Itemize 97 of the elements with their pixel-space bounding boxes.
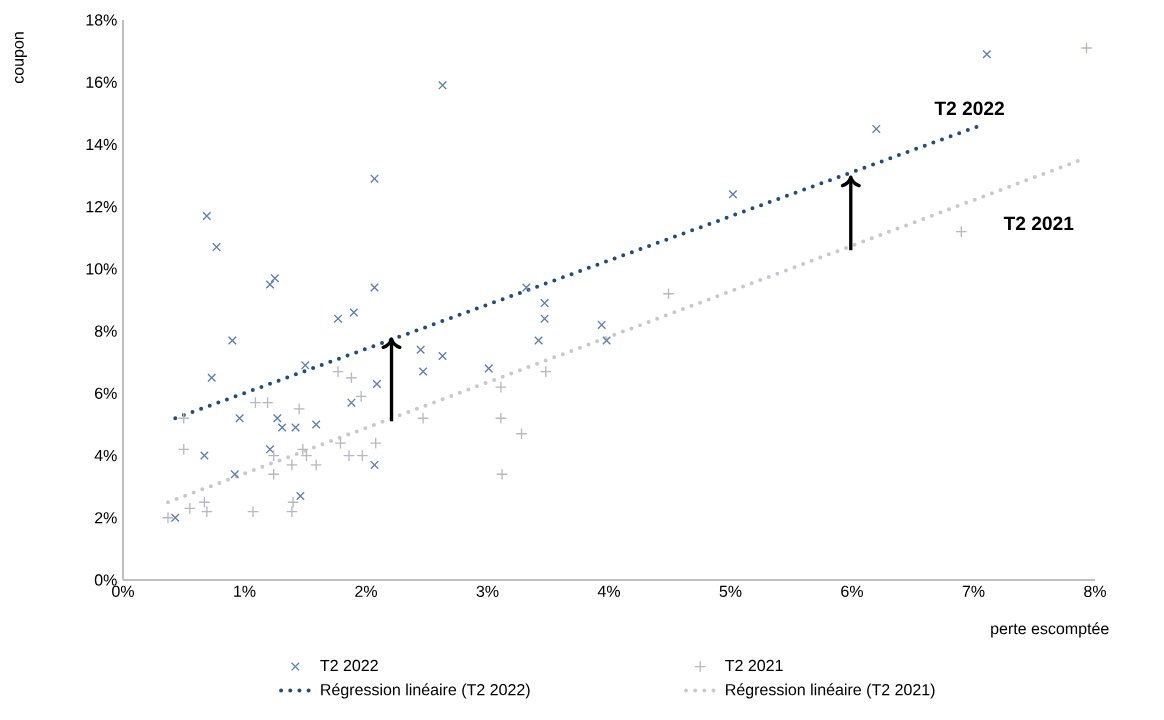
y-tick-label: 14% (86, 138, 117, 151)
legend-label: T2 2021 (725, 659, 783, 672)
point (249, 396, 262, 409)
point (291, 423, 300, 432)
point (212, 242, 221, 252)
point (177, 443, 190, 456)
point (235, 413, 245, 423)
point (247, 505, 260, 518)
point (484, 364, 494, 373)
y-tick-label: 0% (94, 574, 117, 586)
x-tick-label: 8% (1084, 585, 1106, 597)
x-axis-title: perte escomptée (991, 622, 1109, 638)
point (265, 280, 275, 289)
y-axis-title: coupon (14, 32, 27, 84)
x-tick-label: 6% (841, 585, 863, 597)
point (494, 412, 507, 425)
point (540, 314, 550, 324)
point (207, 373, 217, 383)
point (370, 460, 379, 470)
point (230, 469, 240, 479)
point (438, 351, 447, 361)
y-tick-label: 18% (86, 14, 117, 26)
point (200, 505, 213, 518)
x-tick-label: 2% (355, 585, 377, 597)
point (170, 513, 180, 523)
annotation: T2 2021 (1003, 216, 1074, 231)
point (311, 420, 321, 429)
annotation: T2 2022 (934, 101, 1004, 116)
point (277, 423, 287, 432)
point (370, 283, 379, 292)
x-tick-label: 7% (962, 585, 985, 597)
point (300, 360, 310, 370)
point (955, 225, 968, 238)
point (597, 320, 607, 330)
point (346, 398, 356, 408)
legend-label: T2 2022 (320, 659, 378, 672)
point (177, 412, 190, 425)
point (416, 345, 426, 355)
point (494, 381, 507, 394)
x-tick-label: 5% (719, 585, 742, 597)
point (418, 367, 428, 376)
point (285, 458, 298, 471)
point (345, 371, 358, 384)
x-tick-label: 4% (597, 585, 620, 597)
point (602, 336, 612, 345)
x-tick-label: 3% (476, 585, 499, 597)
y-tick-label: 10% (86, 263, 117, 275)
point (183, 502, 196, 515)
point (496, 468, 509, 481)
point (369, 437, 382, 450)
point (349, 308, 359, 317)
point (310, 458, 323, 471)
point (372, 379, 382, 389)
point (871, 124, 881, 134)
y-tick-label: 2% (95, 512, 117, 524)
point (521, 283, 531, 292)
point (227, 336, 237, 345)
point (334, 437, 347, 450)
point (287, 496, 300, 509)
point (295, 491, 305, 501)
point (728, 189, 738, 199)
point (272, 413, 282, 423)
y-tick-label: 6% (95, 387, 117, 399)
point (332, 365, 345, 378)
point (515, 427, 528, 440)
point (261, 396, 274, 409)
point (540, 298, 550, 308)
x-tick-label: 0% (112, 585, 134, 597)
legend-label: Régression linéaire (T2 2022) (321, 683, 530, 699)
point (417, 412, 430, 425)
point (355, 390, 368, 403)
point (265, 444, 275, 454)
legend-label: Régression linéaire (T2 2021) (726, 683, 935, 699)
point (342, 449, 355, 462)
point (202, 211, 212, 221)
point (199, 451, 209, 460)
point (982, 49, 992, 59)
point (293, 402, 306, 415)
point (356, 449, 369, 462)
point (198, 496, 211, 509)
point (285, 505, 298, 518)
point (161, 511, 174, 524)
y-tick-label: 12% (86, 201, 117, 213)
y-tick-label: 8% (94, 325, 117, 337)
point (267, 468, 280, 481)
y-tick-label: 4% (94, 449, 117, 462)
point (1080, 42, 1093, 55)
point (370, 174, 379, 184)
y-tick-label: 16% (86, 76, 117, 88)
point (267, 449, 280, 462)
x-tick-label: 1% (234, 585, 256, 597)
point (534, 336, 543, 345)
point (270, 273, 280, 283)
point (333, 314, 343, 324)
point (662, 287, 675, 300)
point (438, 80, 447, 90)
point (539, 365, 552, 378)
